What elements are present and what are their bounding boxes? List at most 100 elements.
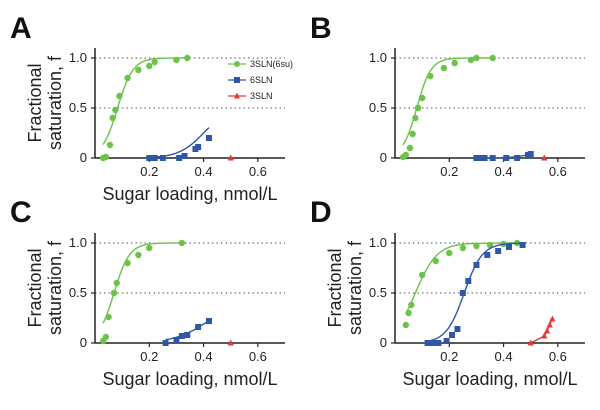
data-point-3sln: [227, 154, 234, 161]
series-line-3sln-6su: [102, 57, 188, 145]
data-point-3sln-6su: [124, 74, 131, 82]
x-axis-label: Sugar loading, nmol/L: [102, 184, 277, 204]
data-point-6sln: [176, 155, 183, 161]
data-point-6sln: [184, 332, 191, 338]
data-point-3sln-6su: [440, 64, 448, 72]
data-point-3sln-6su: [102, 153, 110, 161]
data-point-3sln-6su: [102, 333, 110, 341]
data-point-6sln: [195, 144, 202, 150]
data-point-3sln-6su: [418, 271, 426, 279]
data-point-6sln: [435, 340, 442, 346]
data-point-3sln: [227, 339, 234, 346]
y-tick-label: 0.5: [69, 100, 87, 115]
data-point-3sln: [543, 327, 551, 334]
y-axis-label-line-1: Fractional: [325, 248, 345, 327]
data-point-3sln-6su: [113, 279, 120, 287]
series-line-6sln: [149, 127, 210, 159]
data-point-6sln: [506, 244, 512, 250]
data-point-6sln: [424, 340, 431, 346]
data-point-3sln-6su: [112, 106, 119, 114]
x-tick-label: 0.2: [440, 164, 458, 179]
data-point-6sln: [162, 340, 169, 346]
data-point-3sln-6su: [414, 104, 422, 112]
y-tick-label: 0.5: [69, 285, 87, 300]
y-axis-label-line-2: saturation, f: [45, 55, 65, 150]
panel-letter: B: [310, 12, 332, 45]
y-tick-label: 1.0: [369, 235, 387, 250]
data-point-6sln: [151, 155, 158, 161]
data-point-3sln-6su: [489, 54, 496, 62]
data-point-3sln-6su: [473, 54, 480, 62]
x-axis-label: Sugar loading, nmol/L: [402, 369, 577, 389]
data-point-3sln: [549, 315, 556, 322]
x-tick-label: 0.6: [549, 349, 567, 364]
data-point-3sln-6su: [486, 241, 494, 249]
data-point-3sln-6su: [432, 257, 439, 265]
data-point-3sln-6su: [408, 301, 415, 309]
x-tick-label: 0.6: [549, 164, 567, 179]
legend-marker-6sln: [234, 77, 240, 83]
y-tick-label: 0.5: [369, 100, 387, 115]
x-tick-label: 0.2: [140, 349, 158, 364]
panel-letter: C: [10, 196, 32, 229]
data-point-3sln-6su: [473, 242, 480, 250]
y-tick-label: 0: [380, 335, 387, 350]
data-point-3sln-6su: [184, 54, 191, 62]
series-line-3sln-6su: [402, 57, 493, 146]
data-point-3sln-6su: [135, 66, 142, 74]
data-point-3sln-6su: [151, 58, 158, 66]
data-point-3sln: [546, 321, 553, 328]
y-axis-label-line-2: saturation, f: [345, 240, 365, 335]
data-point-6sln: [181, 153, 188, 159]
data-point-6sln: [443, 338, 450, 344]
data-point-3sln-6su: [406, 144, 414, 152]
legend-marker-3sln: [234, 92, 240, 99]
x-tick-label: 0.4: [195, 164, 213, 179]
data-point-3sln-6su: [106, 141, 114, 149]
data-point-3sln-6su: [409, 130, 416, 138]
data-point-6sln: [489, 155, 496, 161]
data-point-6sln: [459, 290, 466, 296]
panel-d: D 0 0.5 1.0 0.2 0.4 0.6 Sugar loading, nmol/L Fr…: [310, 196, 585, 389]
x-tick-label: 0.4: [495, 164, 513, 179]
data-point-3sln-6su: [146, 244, 153, 252]
data-point-3sln-6su: [146, 62, 153, 70]
data-point-3sln-6su: [402, 321, 410, 329]
panel-letter: D: [310, 196, 332, 229]
data-point-3sln-6su: [412, 114, 419, 122]
data-point-3sln-6su: [173, 56, 180, 64]
panel-letter: A: [10, 12, 32, 45]
data-point-3sln-6su: [110, 289, 118, 297]
y-tick-label: 0: [80, 150, 87, 165]
data-point-3sln-6su: [135, 251, 142, 259]
data-point-3sln-6su: [467, 56, 475, 64]
data-point-3sln-6su: [405, 309, 412, 317]
data-point-6sln: [195, 324, 202, 330]
x-tick-label: 0.2: [440, 349, 458, 364]
y-axis-label-line-2: saturation, f: [45, 240, 65, 335]
data-point-6sln: [481, 155, 488, 161]
data-point-6sln: [519, 242, 526, 248]
data-point-6sln: [476, 155, 483, 161]
data-point-6sln: [430, 340, 436, 346]
data-point-6sln: [484, 252, 491, 258]
data-point-6sln: [454, 326, 461, 332]
y-axis-label-line-1: Fractional: [25, 248, 45, 327]
legend-label-3sln: 3SLN: [250, 91, 273, 101]
data-point-6sln: [173, 337, 180, 343]
data-point-3sln-6su: [427, 72, 434, 80]
data-point-3sln-6su: [446, 249, 453, 257]
data-point-6sln: [178, 333, 185, 339]
y-tick-label: 0: [380, 150, 387, 165]
data-point-3sln-6su: [105, 313, 112, 321]
data-point-3sln-6su: [418, 94, 426, 102]
data-point-6sln: [206, 318, 212, 324]
data-point-6sln: [495, 248, 502, 254]
data-point-6sln: [527, 151, 534, 157]
data-point-3sln-6su: [451, 59, 458, 67]
y-tick-label: 0.5: [369, 285, 387, 300]
panel-a: A 0 0.5 1.0 0.2 0.4 0.6 Sugar loading, nmol/L Fr…: [10, 12, 293, 204]
panel-c: C 0 0.5 1.0 0.2 0.4 0.6 Sugar loading, nmol/L Fr…: [10, 196, 285, 389]
y-tick-label: 1.0: [369, 50, 387, 65]
data-point-3sln-6su: [109, 114, 116, 122]
